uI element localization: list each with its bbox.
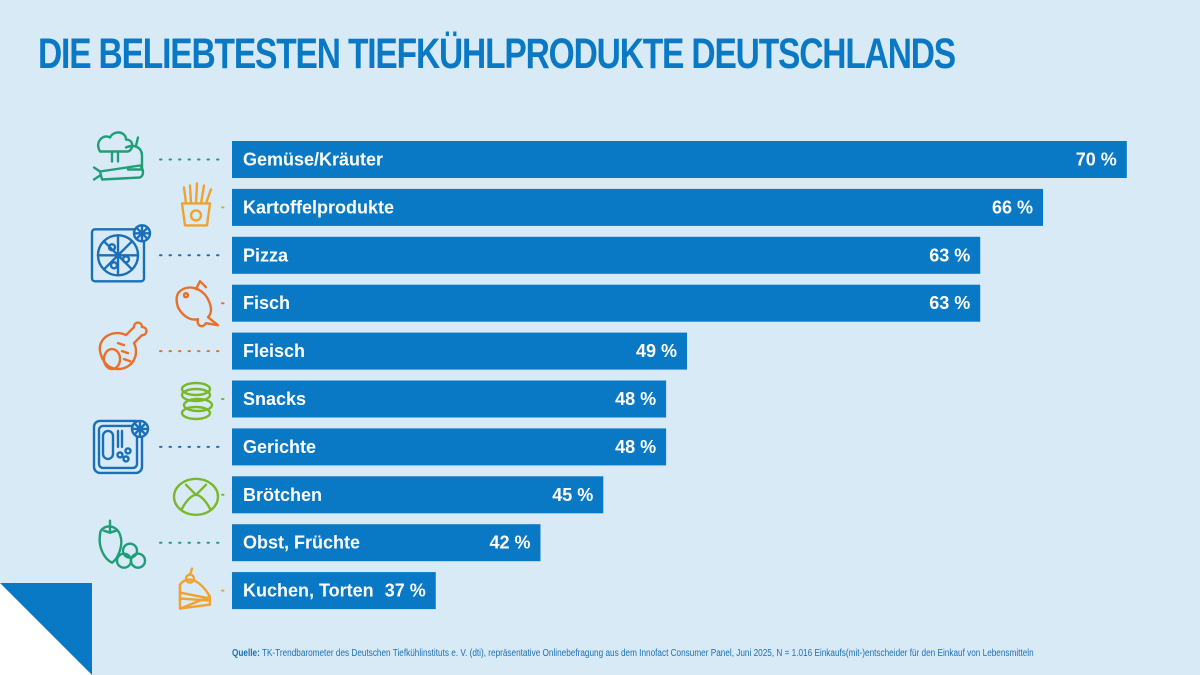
- frozen-pizza-icon: [90, 224, 152, 283]
- source-text: TK-Trendbarometer des Deutschen Tiefkühl…: [259, 648, 1034, 659]
- value-label: 48 %: [615, 389, 656, 409]
- bar: [232, 428, 667, 466]
- bar: [232, 332, 688, 370]
- bar-row: Fleisch 49 %: [98, 321, 688, 371]
- bread-roll-icon: [172, 477, 220, 516]
- bar: [232, 188, 1044, 226]
- frozen-meal-icon: [92, 419, 150, 475]
- bar-row: Obst, Früchte 42 %: [98, 519, 541, 569]
- cake-icon: [178, 567, 212, 610]
- category-label: Kartoffelprodukte: [243, 197, 394, 217]
- category-label: Fleisch: [243, 341, 305, 361]
- bar-row: Gerichte 48 %: [92, 419, 667, 475]
- bar: [232, 380, 667, 418]
- category-label: Brötchen: [243, 485, 322, 505]
- value-label: 70 %: [1076, 150, 1117, 170]
- snacks-icon: [180, 381, 214, 421]
- bar: [232, 524, 541, 562]
- fruit-icon: [98, 519, 147, 569]
- value-label: 49 %: [636, 341, 677, 361]
- meat-icon: [98, 321, 148, 371]
- corner-decoration: [0, 583, 92, 675]
- category-label: Obst, Früchte: [243, 533, 360, 553]
- bar: [232, 236, 981, 274]
- bar-row: Snacks 48 %: [180, 380, 667, 421]
- value-label: 42 %: [489, 533, 530, 553]
- french-fries-icon: [180, 182, 213, 227]
- fish-icon: [175, 280, 220, 328]
- value-label: 37 %: [385, 581, 426, 601]
- bar-row: Kartoffelprodukte 66 %: [180, 182, 1044, 227]
- bar-row: Fisch 63 %: [175, 280, 981, 328]
- value-label: 66 %: [992, 197, 1033, 217]
- bar: [232, 572, 436, 610]
- bar-row: Kuchen, Torten 37 %: [178, 567, 436, 610]
- chart-title: DIE BELIEBTESTEN TIEFKÜHLPRODUKTE DEUTSC…: [38, 30, 956, 78]
- value-label: 63 %: [929, 293, 970, 313]
- value-label: 48 %: [615, 437, 656, 457]
- value-label: 63 %: [929, 245, 970, 265]
- value-label: 45 %: [552, 485, 593, 505]
- category-label: Pizza: [243, 245, 289, 265]
- category-label: Gemüse/Kräuter: [243, 150, 383, 170]
- source-label: Quelle:: [232, 648, 260, 659]
- bar-row: Pizza 63 %: [90, 224, 981, 283]
- category-label: Snacks: [243, 389, 306, 409]
- bar-row: Brötchen 45 %: [172, 476, 604, 516]
- bar: [232, 284, 981, 322]
- source-note: Quelle: TK-Trendbarometer des Deutschen …: [232, 648, 1034, 659]
- bar: [232, 141, 1127, 178]
- category-label: Fisch: [243, 293, 290, 313]
- bar: [232, 476, 604, 514]
- bar-row: Gemüse/Kräuter 70 %: [92, 131, 1127, 181]
- category-label: Kuchen, Torten: [243, 581, 374, 601]
- bar-chart: Gemüse/Kräuter 70 % Kartoffelprodukte 66 % P…: [90, 131, 1127, 610]
- vegetables-icon: [92, 131, 145, 181]
- category-label: Gerichte: [243, 437, 316, 457]
